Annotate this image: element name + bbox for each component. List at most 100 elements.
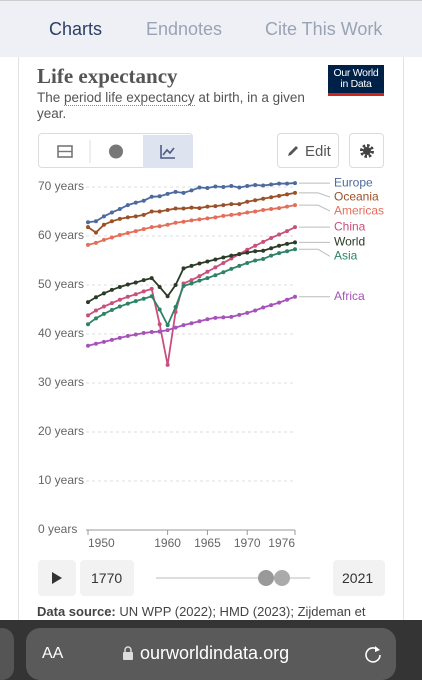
data-point <box>229 253 234 258</box>
text-size[interactable]: AA <box>42 645 64 662</box>
data-point <box>157 224 162 229</box>
logo-text: in Data <box>340 78 372 90</box>
reload-icon[interactable] <box>363 644 383 664</box>
data-point <box>189 218 194 223</box>
data-point <box>253 183 258 188</box>
y-tick-label: 30 years <box>38 375 84 389</box>
data-point <box>109 219 114 224</box>
url: ourworldindata.org <box>140 643 290 663</box>
data-point <box>125 203 130 208</box>
logo[interactable]: Our World in Data <box>328 65 384 96</box>
data-point <box>261 248 266 253</box>
data-point <box>93 308 98 313</box>
tab[interactable]: Endnotes <box>146 19 223 39</box>
x-tick-label: 1950 <box>88 536 115 550</box>
data-point <box>213 204 218 209</box>
subtitle: The period life expectancy at birth, in … <box>37 90 327 122</box>
tab[interactable]: Charts <box>49 19 103 39</box>
lock-body <box>123 652 133 660</box>
play-icon <box>52 572 62 584</box>
subtitle-link[interactable]: period life expectancy <box>64 90 195 106</box>
card-border <box>18 57 19 620</box>
edit-button[interactable]: Edit <box>277 133 339 168</box>
data-point <box>213 265 218 270</box>
data-point <box>101 291 106 296</box>
data-point <box>205 259 210 264</box>
x-tick-label: 1976 <box>268 536 295 550</box>
settings-button[interactable] <box>349 133 384 168</box>
data-point <box>197 206 202 211</box>
data-point <box>125 282 130 287</box>
data-point <box>285 241 290 246</box>
chart-icon <box>160 145 175 159</box>
data-point <box>285 297 290 302</box>
data-point <box>157 307 162 312</box>
legend-label: China <box>334 219 366 233</box>
play <box>52 572 62 584</box>
data-point <box>293 190 297 195</box>
y-tick-label: 40 years <box>38 326 84 340</box>
source: Data source: UN WPP (2022); HMD (2023); … <box>37 604 366 619</box>
data-point <box>86 343 90 348</box>
card-border <box>403 57 404 620</box>
data-point <box>86 225 90 230</box>
data-point <box>237 252 242 257</box>
y-tick-label: 60 years <box>38 228 84 242</box>
timeline-start[interactable]: 1770 <box>80 560 134 596</box>
data-point <box>173 283 178 287</box>
tab[interactable]: Cite This Work <box>265 19 383 39</box>
data-point <box>93 341 98 346</box>
data-point <box>261 208 266 213</box>
data-point <box>173 189 178 194</box>
data-point <box>157 209 162 214</box>
data-point <box>277 300 282 305</box>
data-point <box>133 229 138 234</box>
data-point <box>285 249 290 254</box>
reload-arrow <box>375 646 380 652</box>
data-point <box>189 263 194 268</box>
source-text: UN WPP (2022); HMD (2023); Zijdeman et <box>119 604 366 619</box>
view-switch <box>38 133 193 168</box>
data-point <box>141 296 146 301</box>
data-point <box>149 330 154 335</box>
data-point <box>149 276 154 281</box>
data-point <box>261 196 266 201</box>
prev-tab[interactable] <box>0 628 14 680</box>
data-point <box>157 322 162 327</box>
data-point <box>277 251 282 256</box>
data-point <box>205 317 210 322</box>
data-point <box>197 261 202 266</box>
data-point <box>117 233 122 238</box>
data-point <box>93 295 98 300</box>
data-point <box>125 231 130 236</box>
data-point <box>86 300 90 305</box>
legend-connector <box>299 204 331 212</box>
slider-knob[interactable] <box>258 570 274 586</box>
data-point <box>93 230 98 235</box>
data-point <box>125 215 130 220</box>
pencil <box>288 146 298 156</box>
play-button[interactable] <box>38 560 76 596</box>
address-bar[interactable]: AA ourworldindata.org <box>26 628 396 680</box>
data-point <box>165 323 170 328</box>
legend-label: Oceania <box>334 189 379 203</box>
data-point <box>197 319 202 324</box>
data-point <box>141 227 146 232</box>
data-point <box>285 204 290 209</box>
data-point <box>189 188 194 193</box>
data-point <box>269 207 274 212</box>
data-point <box>269 246 274 251</box>
data-point <box>253 243 258 248</box>
source-label: Data source: <box>37 604 116 619</box>
data-point <box>149 225 154 230</box>
legend-label: Africa <box>334 289 365 303</box>
data-point <box>205 204 210 209</box>
slider-knob[interactable] <box>274 570 290 586</box>
data-point <box>237 185 242 190</box>
browser-bar: AA ourworldindata.org <box>0 620 422 680</box>
data-point <box>197 217 202 222</box>
timeline-end[interactable]: 2021 <box>333 560 385 596</box>
data-point <box>205 269 210 274</box>
map-icon[interactable] <box>109 144 123 159</box>
view-icons <box>57 135 193 168</box>
